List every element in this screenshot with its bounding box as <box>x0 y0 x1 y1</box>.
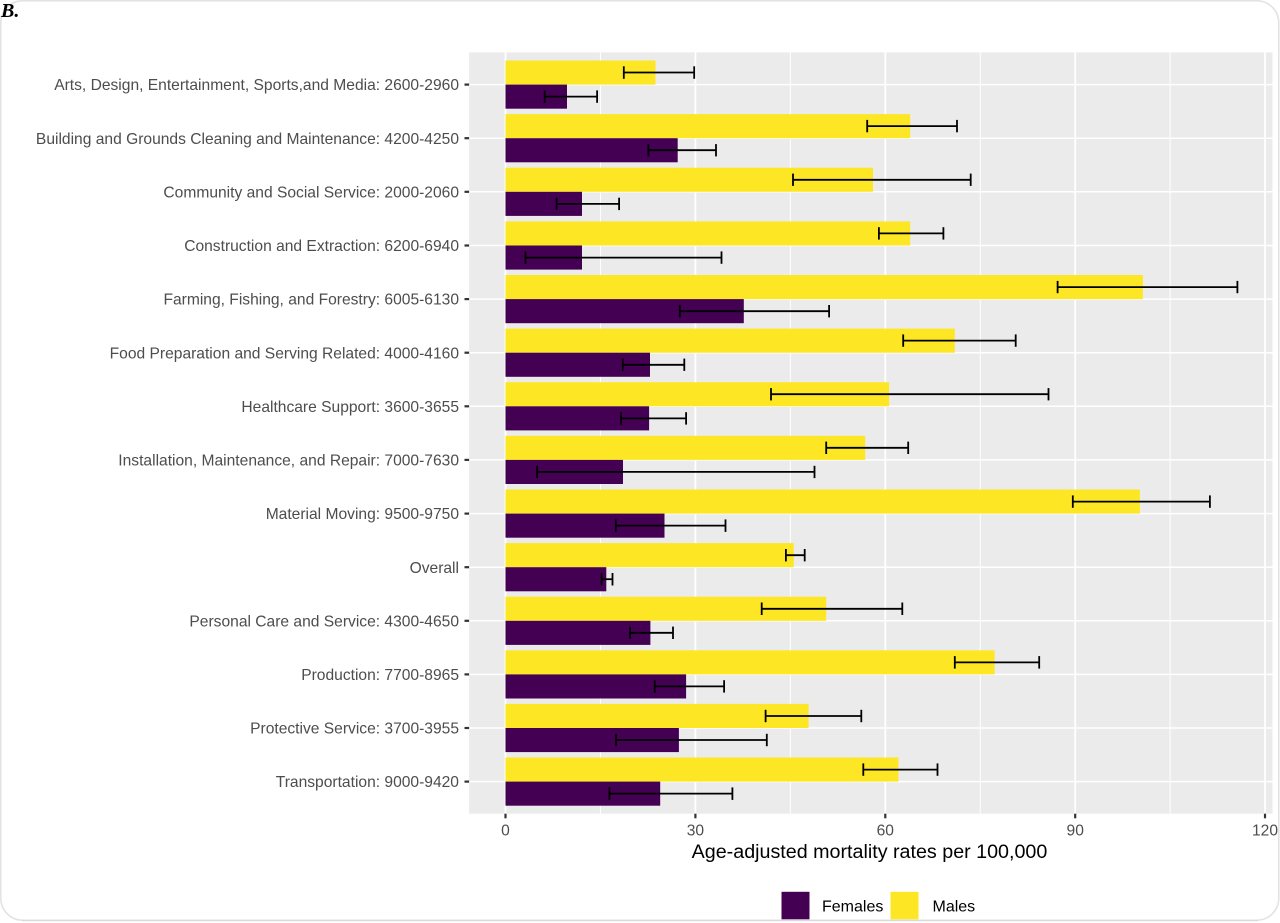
svg-text:Females: Females <box>822 899 883 916</box>
svg-text:Farming, Fishing, and Forestry: Farming, Fishing, and Forestry: 6005-613… <box>163 292 459 309</box>
svg-text:Protective Service: 3700-3955: Protective Service: 3700-3955 <box>250 721 459 738</box>
svg-text:Age-adjusted mortality rates p: Age-adjusted mortality rates per 100,000 <box>692 841 1048 863</box>
svg-text:Material Moving: 9500-9750: Material Moving: 9500-9750 <box>266 506 460 523</box>
svg-text:B.: B. <box>0 0 19 22</box>
svg-text:90: 90 <box>1067 823 1085 840</box>
svg-text:60: 60 <box>877 823 895 840</box>
svg-text:Building and Grounds Cleaning: Building and Grounds Cleaning and Mainte… <box>36 131 459 148</box>
svg-text:Healthcare Support: 3600-3655: Healthcare Support: 3600-3655 <box>241 399 459 416</box>
svg-text:Overall: Overall <box>410 560 459 577</box>
svg-text:Males: Males <box>933 899 976 916</box>
svg-text:30: 30 <box>687 823 705 840</box>
svg-text:120: 120 <box>1252 823 1278 840</box>
svg-text:Personal Care and Service: 430: Personal Care and Service: 4300-4650 <box>189 613 459 630</box>
svg-text:Transportation: 9000-9420: Transportation: 9000-9420 <box>276 774 460 791</box>
svg-text:Arts, Design, Entertainment, S: Arts, Design, Entertainment, Sports,and … <box>54 77 459 94</box>
svg-text:Community and Social Service:: Community and Social Service: 2000-2060 <box>163 184 459 201</box>
svg-text:Production: 7700-8965: Production: 7700-8965 <box>301 667 459 684</box>
svg-text:0: 0 <box>501 823 510 840</box>
svg-text:Construction and Extraction: 6: Construction and Extraction: 6200-6940 <box>184 238 459 255</box>
svg-text:Installation, Maintenance, and: Installation, Maintenance, and Repair: 7… <box>118 453 459 470</box>
svg-text:Food Preparation and Serving R: Food Preparation and Serving Related: 40… <box>110 345 460 362</box>
